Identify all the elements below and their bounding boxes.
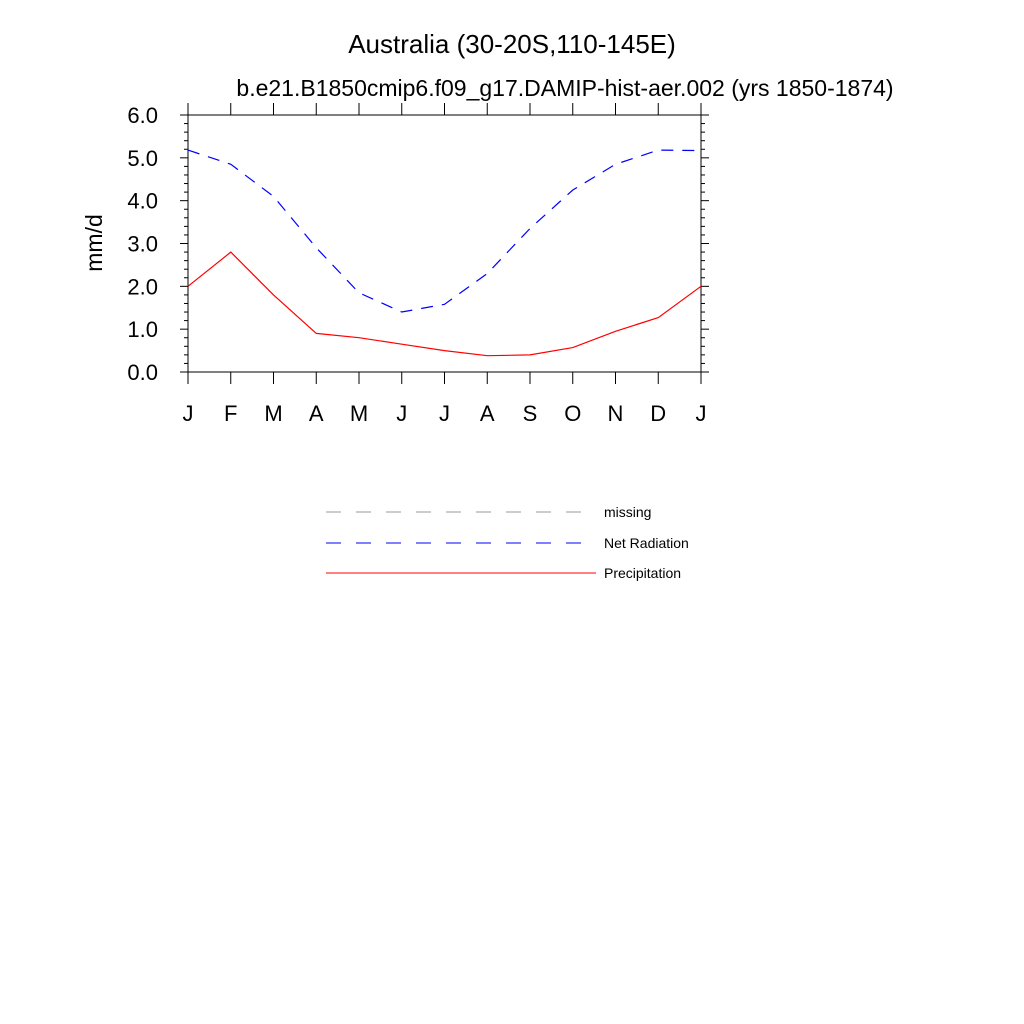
y-tick-label: 2.0 [127, 274, 158, 299]
chart-title: Australia (30-20S,110-145E) [348, 29, 676, 59]
x-tick-label: M [264, 401, 282, 426]
x-tick-label: O [564, 401, 581, 426]
x-tick-label: J [183, 401, 194, 426]
x-tick-label: J [396, 401, 407, 426]
x-tick-label: D [650, 401, 666, 426]
x-tick-label: A [480, 401, 495, 426]
y-tick-label: 3.0 [127, 232, 158, 257]
x-tick-label: J [439, 401, 450, 426]
legend: missing Net Radiation Precipitation [326, 504, 689, 581]
series-line [187, 149, 702, 313]
y-tick-label: 6.0 [127, 103, 158, 128]
legend-label: Net Radiation [604, 535, 689, 551]
y-axis-ticks: 0.0 1.0 2.0 3.0 4.0 5.0 6.0 [127, 103, 709, 385]
series-line [187, 251, 702, 357]
y-tick-label: 0.0 [127, 360, 158, 385]
x-tick-label: A [309, 401, 324, 426]
y-tick-label: 4.0 [127, 189, 158, 214]
legend-label: Precipitation [604, 565, 681, 581]
y-tick-label: 5.0 [127, 146, 158, 171]
y-axis-label: mm/d [81, 214, 107, 272]
series-layer [187, 149, 702, 357]
x-tick-label: J [696, 401, 707, 426]
x-tick-label: S [523, 401, 538, 426]
x-tick-label: M [350, 401, 368, 426]
plot-frame [187, 114, 702, 373]
x-tick-label: N [608, 401, 624, 426]
chart-subtitle: b.e21.B1850cmip6.f09_g17.DAMIP-hist-aer.… [236, 75, 893, 101]
x-tick-label: F [224, 401, 237, 426]
y-tick-label: 1.0 [127, 317, 158, 342]
legend-label: missing [604, 504, 651, 520]
